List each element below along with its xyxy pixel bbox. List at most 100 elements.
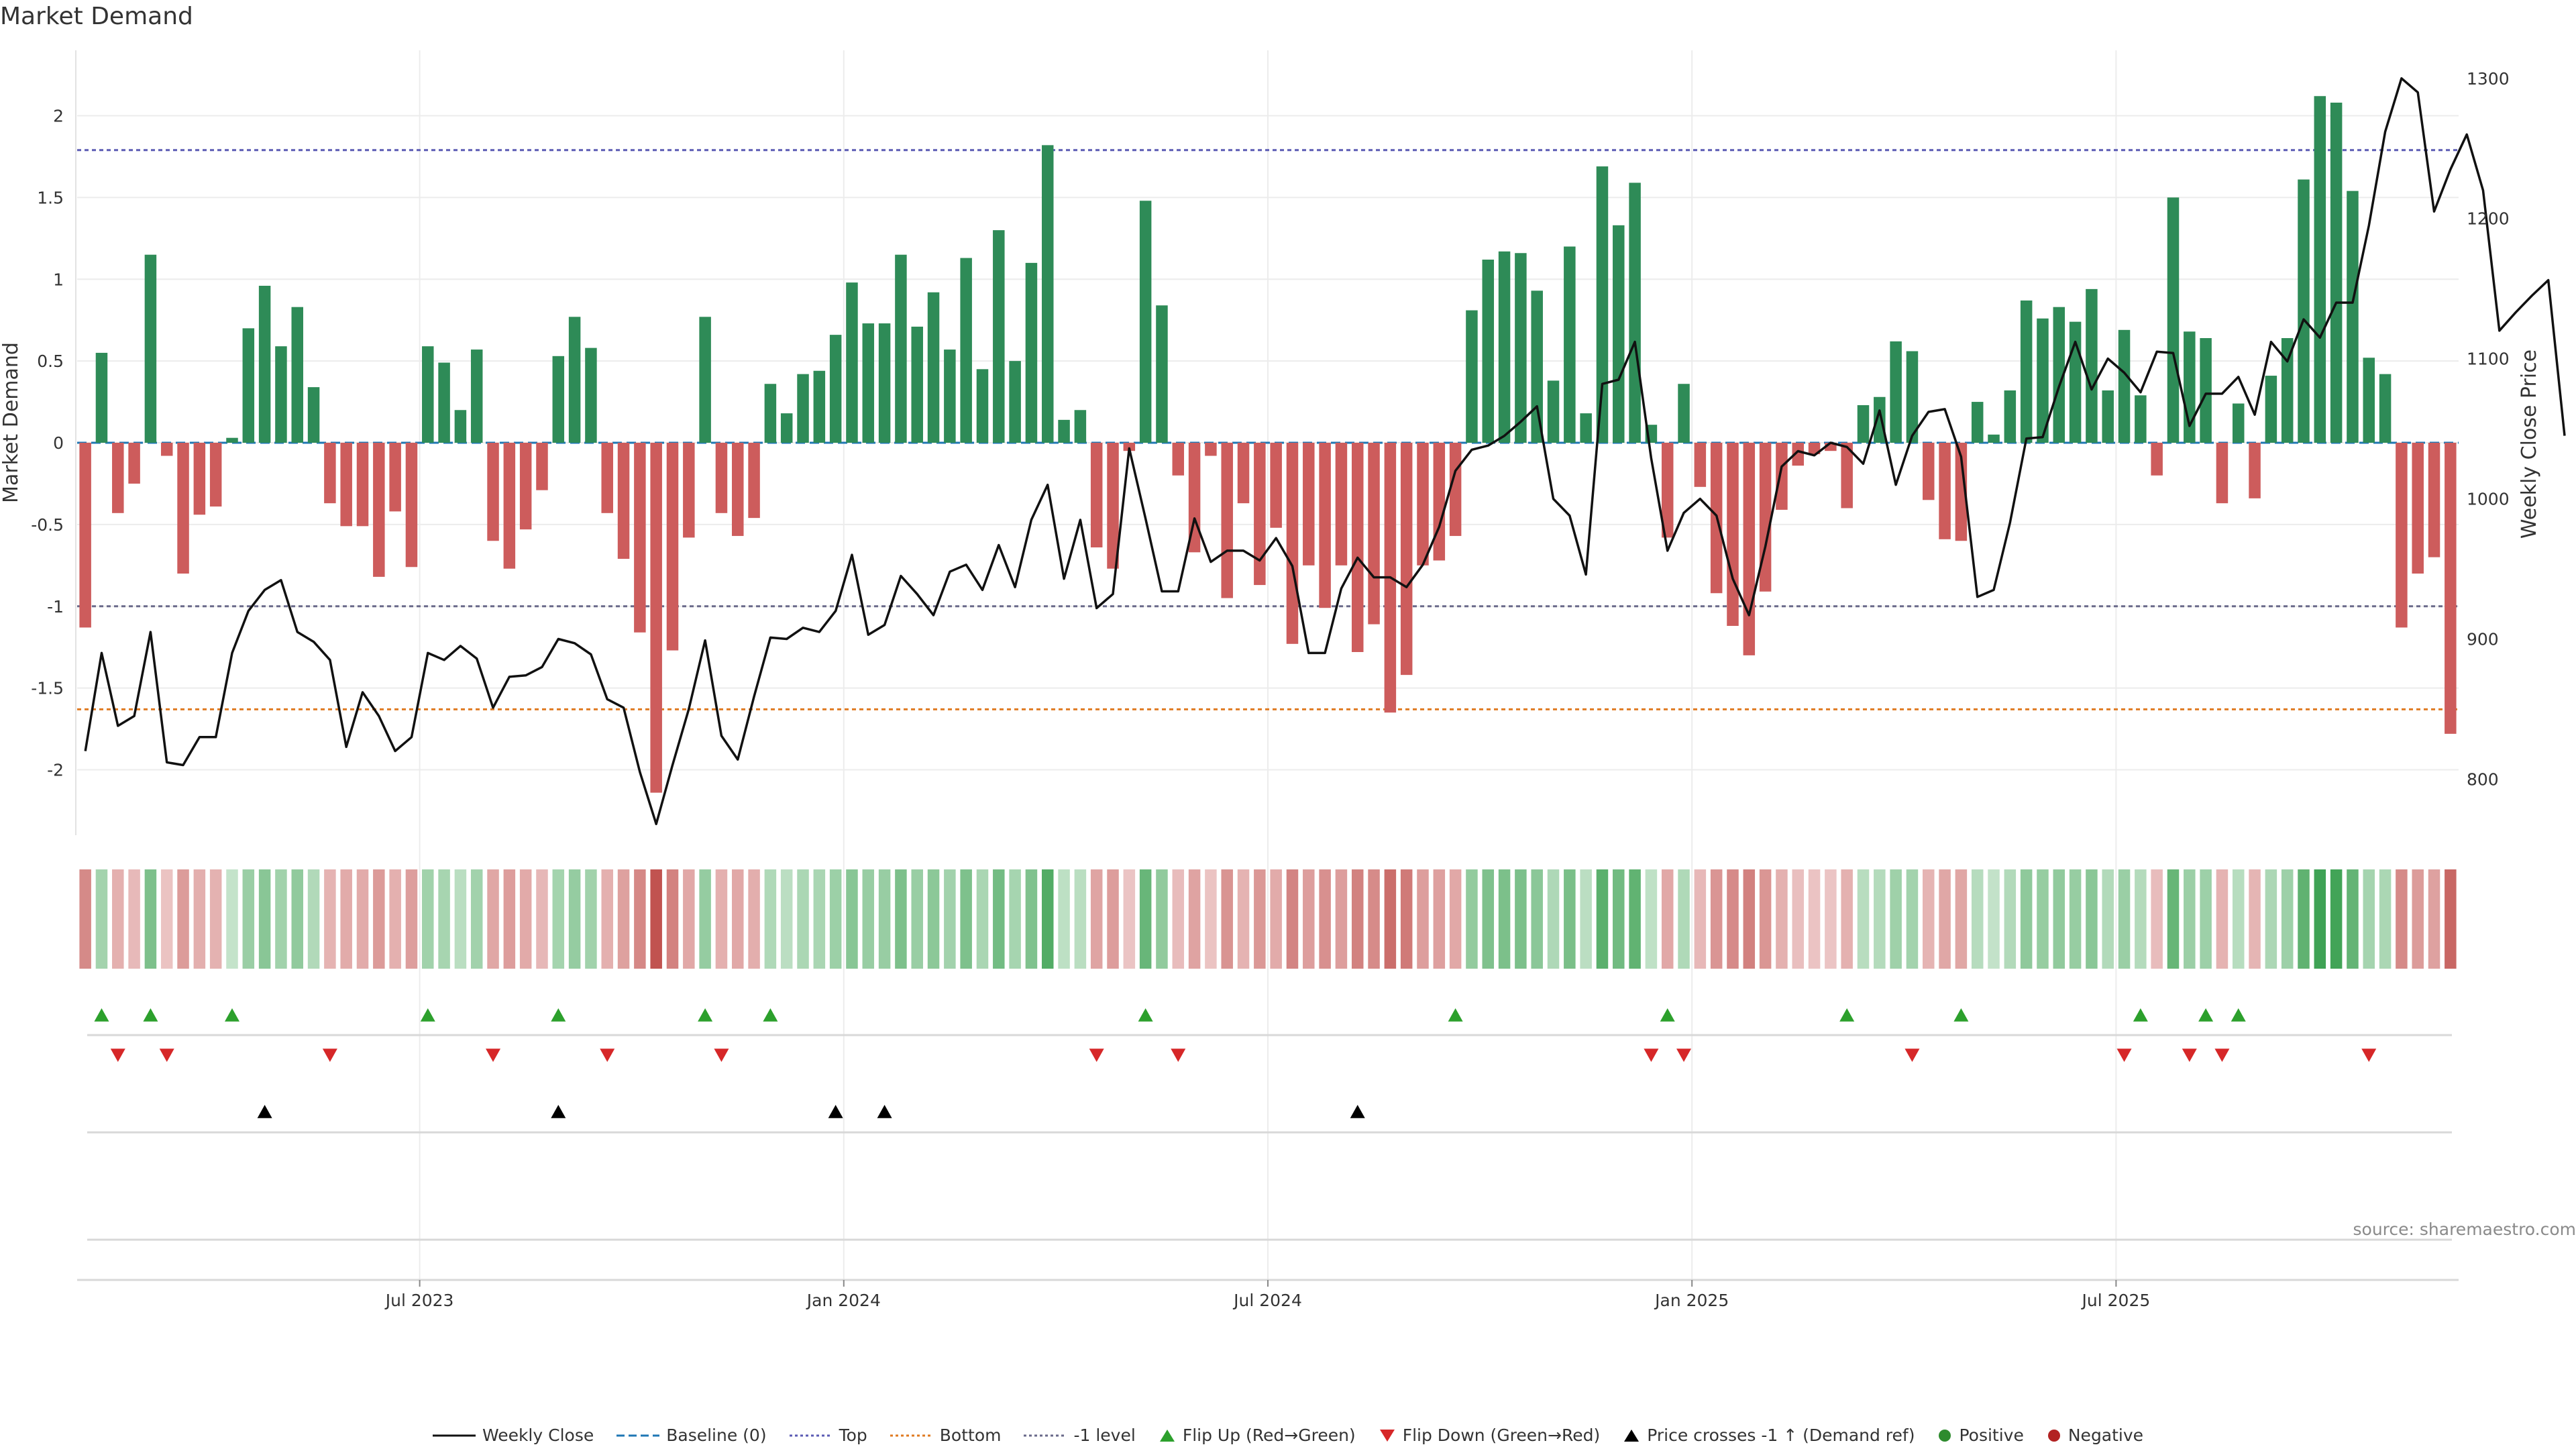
positive-bar <box>1874 396 1886 443</box>
flip-up-marker <box>1448 1008 1463 1022</box>
negative-bar <box>405 443 418 568</box>
positive-bar <box>1466 310 1478 443</box>
heat-cell <box>552 869 565 969</box>
heat-cell <box>666 869 679 969</box>
positive-bar <box>2314 96 2326 443</box>
heat-cell <box>144 869 157 969</box>
heat-cell <box>2216 869 2229 969</box>
heat-cell <box>960 869 972 969</box>
y-tick-label: 1 <box>53 270 64 289</box>
legend-flip-up[interactable]: Flip Up (Red→Green) <box>1159 1426 1356 1445</box>
heat-cell <box>1776 869 1788 969</box>
price-cross-marker <box>828 1105 843 1118</box>
heat-cell <box>1074 869 1087 969</box>
heat-cell <box>1661 869 1674 969</box>
positive-bar <box>2281 338 2294 443</box>
negative-bar <box>373 443 385 577</box>
heat-cell <box>1417 869 1429 969</box>
legend-weekly-close[interactable]: Weekly Close <box>432 1426 594 1445</box>
negative-bar <box>1351 443 1364 652</box>
negative-bar <box>2428 443 2440 557</box>
heat-cell <box>209 869 222 969</box>
heat-cell <box>2184 869 2196 969</box>
negative-bar <box>1221 443 1233 598</box>
demand-heat-strip <box>79 869 2457 969</box>
heat-cell <box>1547 869 1560 969</box>
negative-bar <box>683 443 695 538</box>
negative-bar <box>1237 443 1250 504</box>
heat-cell <box>1368 869 1380 969</box>
heat-cell <box>2428 869 2440 969</box>
y2-axis-title: Weekly Close Price <box>2518 350 2541 539</box>
heat-cell <box>1825 869 1837 969</box>
heat-cell <box>1988 869 2000 969</box>
heat-cell <box>2167 869 2180 969</box>
heat-cell <box>1107 869 1119 969</box>
heat-cell <box>732 869 744 969</box>
flip-up-marker <box>143 1008 158 1022</box>
heat-cell <box>1498 869 1511 969</box>
positive-bar <box>422 346 434 443</box>
positive-bar <box>1058 419 1070 443</box>
legend-flip-down[interactable]: Flip Down (Green→Red) <box>1379 1426 1600 1445</box>
heat-cell <box>895 869 907 969</box>
positive-bar <box>1629 182 1641 443</box>
legend-minus-one[interactable]: -1 level <box>1024 1426 1136 1445</box>
negative-bar <box>1727 443 1739 626</box>
negative-bar <box>1939 443 1951 539</box>
negative-bar <box>193 443 206 515</box>
heat-cell <box>878 869 891 969</box>
heat-cell <box>1090 869 1103 969</box>
dotted-line-swatch-icon <box>890 1434 933 1436</box>
heat-cell <box>1041 869 1054 969</box>
legend-positive[interactable]: Positive <box>1937 1426 2024 1445</box>
heat-cell <box>1139 869 1152 969</box>
heat-cell <box>1156 869 1168 969</box>
flip-up-marker <box>2231 1008 2246 1022</box>
y-tick-label: -0.5 <box>31 515 64 535</box>
positive-bar <box>470 350 483 443</box>
heat-cell <box>2347 869 2359 969</box>
legend-label: Positive <box>1959 1426 2024 1445</box>
heat-cell <box>780 869 793 969</box>
heat-cell <box>242 869 255 969</box>
dot-icon <box>1939 1429 1951 1442</box>
legend-baseline[interactable]: Baseline (0) <box>616 1426 767 1445</box>
negative-bar <box>536 443 548 490</box>
positive-bar <box>291 307 304 443</box>
price-cross-marker <box>551 1105 566 1118</box>
dotted-line-swatch-icon <box>789 1434 833 1436</box>
flip-up-marker <box>698 1008 713 1022</box>
heat-cell <box>454 869 467 969</box>
y-axis-title: Market Demand <box>0 342 23 503</box>
positive-bar <box>242 328 255 443</box>
flip-up-marker <box>1953 1008 1969 1022</box>
heat-cell <box>1596 869 1609 969</box>
positive-bar <box>2363 358 2375 443</box>
heat-cell <box>2379 869 2392 969</box>
x-tick-label: Jul 2024 <box>1232 1291 1302 1310</box>
heat-cell <box>422 869 434 969</box>
heat-cell <box>748 869 760 969</box>
legend-top[interactable]: Top <box>789 1426 867 1445</box>
y2-tick-label: 800 <box>2467 769 2499 789</box>
negative-bar <box>1303 443 1315 566</box>
heat-cell <box>1384 869 1397 969</box>
negative-bar <box>389 443 401 512</box>
heat-cell <box>112 869 124 969</box>
y-tick-label: -1 <box>47 597 64 616</box>
legend-price-cross[interactable]: Price crosses -1 ↑ (Demand ref) <box>1623 1426 1915 1445</box>
flip-up-marker <box>94 1008 109 1022</box>
legend-bottom[interactable]: Bottom <box>890 1426 1001 1445</box>
heat-cell <box>324 869 336 969</box>
legend-negative[interactable]: Negative <box>2047 1426 2143 1445</box>
heat-cell <box>1466 869 1478 969</box>
negative-bar <box>715 443 728 513</box>
negative-bar <box>1792 443 1804 466</box>
y2-tick-label: 1300 <box>2467 69 2510 89</box>
heat-cell <box>715 869 728 969</box>
heat-cell <box>911 869 923 969</box>
heat-cell <box>634 869 646 969</box>
negative-bar <box>1107 443 1119 569</box>
heat-cell <box>95 869 108 969</box>
